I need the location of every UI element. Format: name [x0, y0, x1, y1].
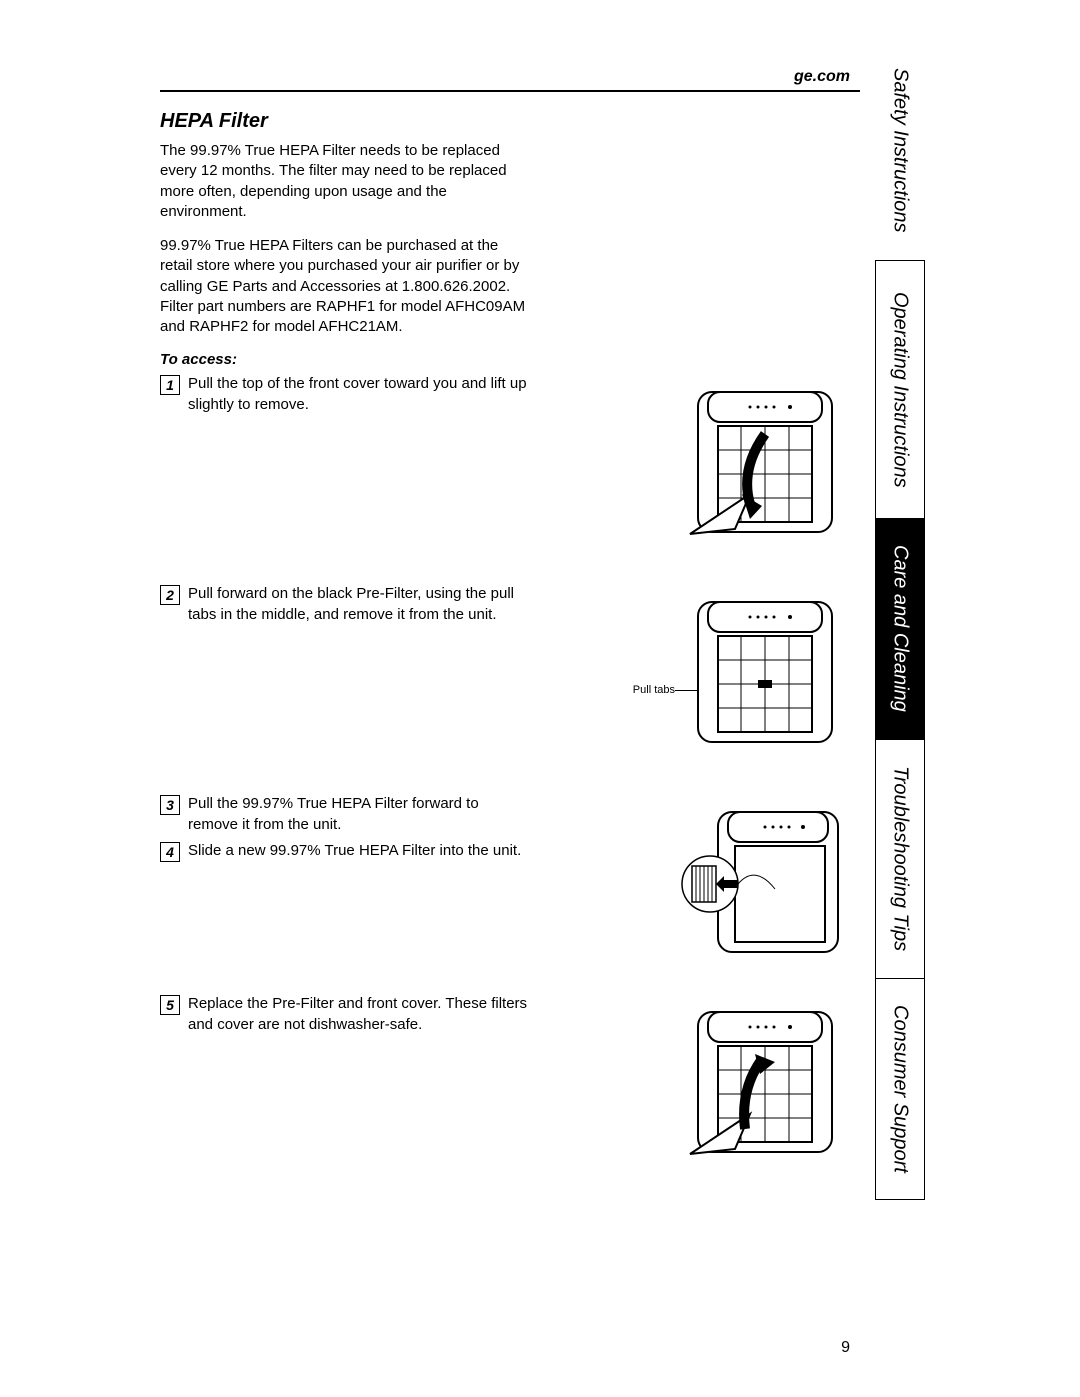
step-text: Pull forward on the black Pre-Filter, us…	[188, 584, 528, 625]
intro-text: The 99.97% True HEPA Filter needs to be …	[160, 141, 860, 337]
side-tab-strip: Safety Instructions Operating Instructio…	[875, 40, 925, 1200]
manual-page: ge.com HEPA Filter The 99.97% True HEPA …	[0, 0, 1080, 1397]
illustration-step-3	[680, 794, 850, 964]
step-number-box: 5	[160, 995, 180, 1015]
step-number-box: 3	[160, 795, 180, 815]
tab-care-and-cleaning[interactable]: Care and Cleaning	[875, 518, 925, 739]
step-text: Replace the Pre-Filter and front cover. …	[188, 994, 528, 1035]
intro-paragraph: 99.97% True HEPA Filters can be purchase…	[160, 236, 530, 337]
tab-troubleshooting-tips[interactable]: Troubleshooting Tips	[875, 739, 925, 978]
tab-consumer-support[interactable]: Consumer Support	[875, 978, 925, 1200]
step-block-2: 2 Pull forward on the black Pre-Filter, …	[160, 584, 860, 794]
step-text: Pull the top of the front cover toward y…	[188, 374, 528, 415]
step-number-box: 2	[160, 585, 180, 605]
illustration-step-5	[680, 994, 850, 1164]
illustration-step-2	[680, 584, 850, 754]
subheading: To access:	[160, 351, 860, 368]
illustration-step-1	[680, 374, 850, 544]
content-area: HEPA Filter The 99.97% True HEPA Filter …	[160, 110, 860, 1184]
step-number-box: 4	[160, 842, 180, 862]
header-url: ge.com	[794, 68, 850, 86]
section-title: HEPA Filter	[160, 110, 860, 133]
step-block-1: 1 Pull the top of the front cover toward…	[160, 374, 860, 584]
page-number: 9	[841, 1339, 850, 1357]
header-rule	[160, 90, 860, 92]
step-number-box: 1	[160, 375, 180, 395]
intro-paragraph: The 99.97% True HEPA Filter needs to be …	[160, 141, 530, 222]
tab-safety-instructions[interactable]: Safety Instructions	[875, 40, 925, 260]
step-text: Pull the 99.97% True HEPA Filter forward…	[188, 794, 528, 835]
tab-operating-instructions[interactable]: Operating Instructions	[875, 260, 925, 517]
callout-label: Pull tabs	[633, 684, 675, 696]
step-block-5: 5 Replace the Pre-Filter and front cover…	[160, 994, 860, 1184]
step-block-3: 3 Pull the 99.97% True HEPA Filter forwa…	[160, 794, 860, 994]
step-text: Slide a new 99.97% True HEPA Filter into…	[188, 841, 521, 861]
